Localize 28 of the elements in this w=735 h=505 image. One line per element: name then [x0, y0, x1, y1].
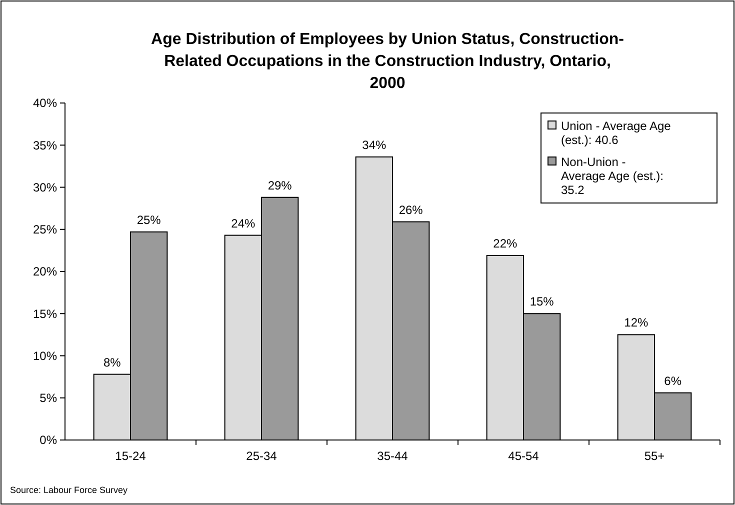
data-label: 25% — [136, 212, 162, 227]
data-label: 34% — [362, 138, 386, 152]
y-tick-label: 20% — [32, 264, 58, 279]
chart-title: Age Distribution of Employees by Union Status, Construction-Related Occupations in the Construction Industry, Ontario, 2000 — [151, 31, 624, 92]
y-tick-label: 10% — [32, 348, 58, 363]
data-label: 8% — [103, 355, 122, 370]
data-label: 26% — [398, 202, 424, 217]
data-label: 24% — [231, 216, 256, 230]
y-tick-label: 40% — [32, 96, 58, 110]
x-tick-label: 45-54 — [508, 449, 540, 463]
source-note: Source: Labour Force Survey — [10, 485, 128, 495]
y-tick-label: 35% — [32, 138, 58, 152]
y-tick-label: 0% — [40, 433, 58, 448]
y-tick-label: 25% — [32, 222, 58, 237]
legend-label: Non-Union - Average Age (est.): 35.2 — [561, 155, 664, 197]
data-label: 12% — [624, 316, 648, 330]
x-tick-label: 25-34 — [246, 449, 278, 463]
data-label: 22% — [493, 236, 518, 250]
data-label: 15% — [530, 294, 554, 309]
x-tick-label: 35-44 — [377, 449, 408, 463]
x-tick-label: 55+ — [644, 449, 665, 463]
y-tick-label: 5% — [40, 391, 58, 406]
x-tick-label: 15-24 — [115, 449, 146, 463]
y-tick-label: 15% — [32, 306, 58, 321]
data-label: 6% — [664, 374, 682, 388]
data-label: 29% — [268, 178, 292, 192]
legend-label: Union - Average Age (est.): 40.6 — [561, 119, 672, 147]
y-tick-label: 30% — [32, 180, 58, 194]
